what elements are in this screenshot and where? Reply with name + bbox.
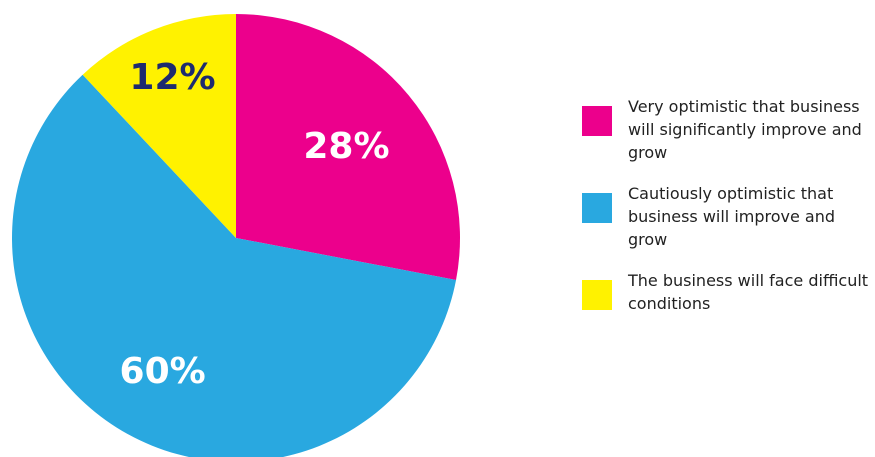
pie-slice-cautiously-optimistic	[12, 74, 457, 457]
pie-label-very-optimistic: 28%	[303, 126, 389, 167]
legend-label-difficult-conditions: The business will face difficult conditi…	[628, 271, 869, 313]
legend-label-very-optimistic: Very optimistic that business will signi…	[628, 97, 862, 162]
pie-slice-very-optimistic	[236, 14, 460, 280]
legend-swatch-difficult-conditions	[582, 280, 612, 310]
legend-item-cautiously-optimistic: Cautiously optimistic that business will…	[582, 182, 872, 251]
legend-swatch-cautiously-optimistic	[582, 193, 612, 223]
legend-swatch-very-optimistic	[582, 106, 612, 136]
pie-label-cautiously-optimistic: 60%	[120, 351, 206, 392]
legend: Very optimistic that business will signi…	[582, 95, 872, 333]
legend-item-very-optimistic: Very optimistic that business will signi…	[582, 95, 872, 164]
legend-label-cautiously-optimistic: Cautiously optimistic that business will…	[628, 184, 836, 249]
pie-chart: 28% 60% 12%	[12, 14, 460, 457]
legend-item-difficult-conditions: The business will face difficult conditi…	[582, 269, 872, 315]
pie-label-difficult-conditions: 12%	[129, 57, 215, 98]
pie-slice-difficult-conditions	[82, 14, 237, 238]
